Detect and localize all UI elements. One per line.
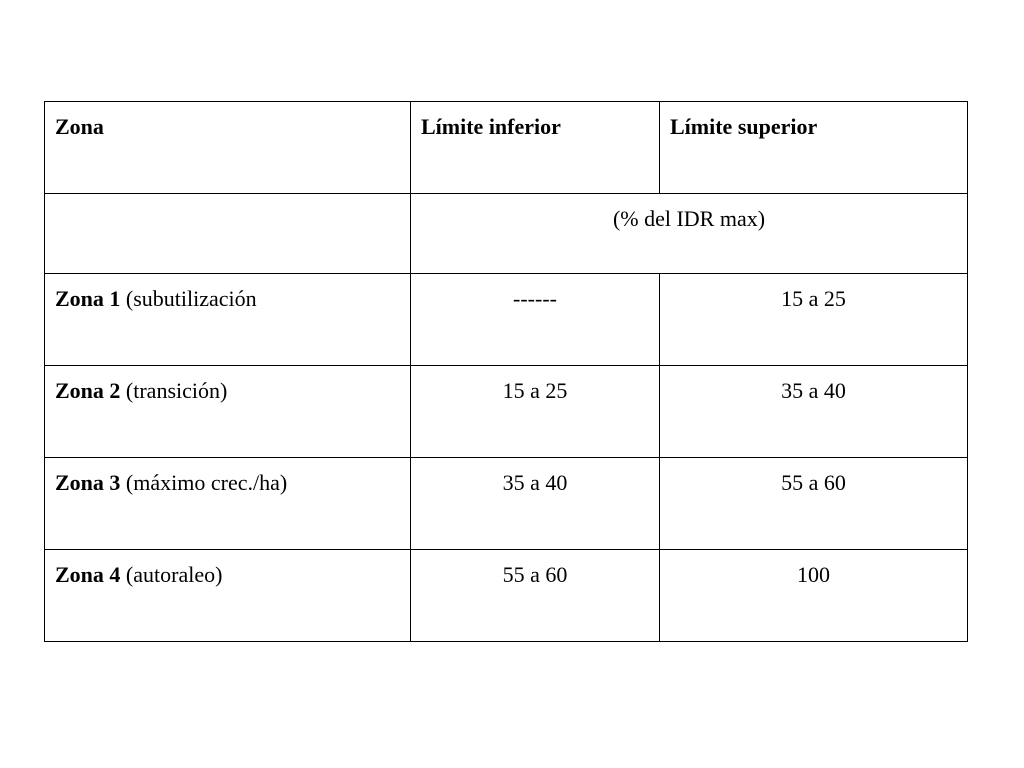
upper-limit-cell: 35 a 40 [659, 365, 968, 458]
table-row: Zona 2 (transición) 15 a 25 35 a 40 [44, 365, 968, 458]
table-row: Zona 1 (subutilización ------ 15 a 25 [44, 273, 968, 366]
lower-limit-cell: 35 a 40 [410, 457, 660, 550]
header-limite-inferior: Límite inferior [410, 101, 660, 194]
upper-limit-cell: 55 a 60 [659, 457, 968, 550]
zone-cell: Zona 1 (subutilización [44, 273, 411, 366]
header-zona: Zona [44, 101, 411, 194]
zone-cell: Zona 2 (transición) [44, 365, 411, 458]
lower-limit-cell: 55 a 60 [410, 549, 660, 642]
upper-limit-cell: 100 [659, 549, 968, 642]
unit-row-empty-cell [44, 193, 411, 274]
lower-limit-cell: ------ [410, 273, 660, 366]
zone-description: (transición) [120, 378, 228, 403]
lower-limit-cell: 15 a 25 [410, 365, 660, 458]
upper-limit-cell: 15 a 25 [659, 273, 968, 366]
header-row: Zona Límite inferior Límite superior [44, 101, 968, 194]
zone-name: Zona 2 [55, 378, 121, 403]
table-row: Zona 3 (máximo crec./ha) 35 a 40 55 a 60 [44, 457, 968, 550]
zone-description: (autoraleo) [120, 562, 223, 587]
table-row: Zona 4 (autoraleo) 55 a 60 100 [44, 549, 968, 642]
zone-description: (máximo crec./ha) [120, 470, 288, 495]
unit-row: (% del IDR max) [44, 193, 968, 274]
zone-name: Zona 1 [55, 286, 121, 311]
zone-cell: Zona 4 (autoraleo) [44, 549, 411, 642]
header-limite-superior: Límite superior [659, 101, 968, 194]
zone-description: (subutilización [120, 286, 257, 311]
zone-cell: Zona 3 (máximo crec./ha) [44, 457, 411, 550]
zones-table: Zona Límite inferior Límite superior (% … [44, 101, 968, 642]
zone-name: Zona 3 [55, 470, 121, 495]
unit-label: (% del IDR max) [410, 193, 968, 274]
zone-name: Zona 4 [55, 562, 121, 587]
